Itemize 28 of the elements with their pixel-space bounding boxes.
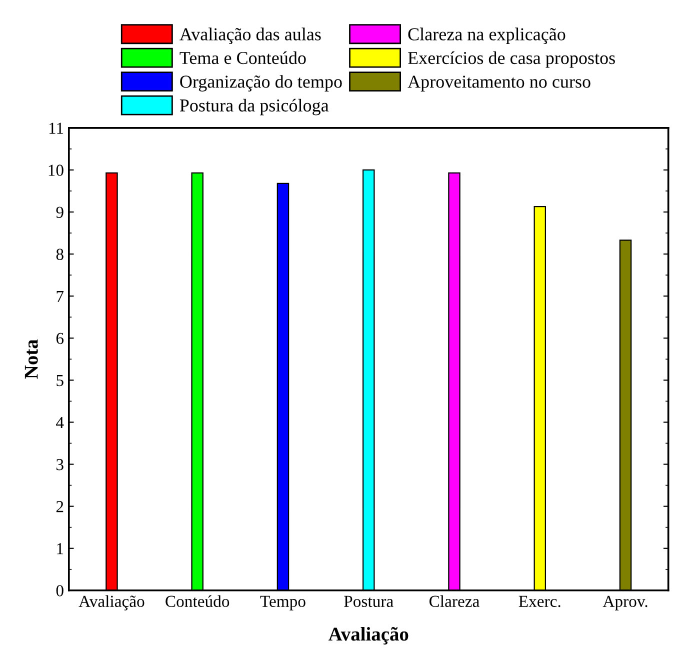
y-tick-label: 3 xyxy=(56,459,64,470)
legend-label: Clareza na explicação xyxy=(408,28,566,44)
x-tick-label: Avaliação xyxy=(78,595,144,610)
legend-label: Avaliação das aulas xyxy=(180,28,321,44)
x-tick-label: Postura xyxy=(344,596,394,607)
legend-label: Tema e Conteúdo xyxy=(180,51,306,64)
y-tick-label: 2 xyxy=(56,501,64,512)
x-tick-label: Exerc. xyxy=(518,596,560,608)
y-axis-title: Nota xyxy=(24,339,38,379)
y-tick-label: 0 xyxy=(56,585,64,596)
x-tick-label: Aprov. xyxy=(602,596,648,610)
y-tick-label: 4 xyxy=(56,417,64,428)
y-tick-label: 8 xyxy=(56,248,64,260)
x-axis-title: Avaliação xyxy=(328,627,408,645)
y-tick-label: 7 xyxy=(56,290,64,302)
y-tick-label: 6 xyxy=(56,332,64,344)
y-tick-label: 1 xyxy=(57,543,64,554)
x-tick-label: Conteúdo xyxy=(166,595,230,607)
legend-label: Exercícios de casa propostos xyxy=(408,51,615,68)
y-tick-label: 9 xyxy=(56,206,64,218)
y-tick-label: 5 xyxy=(56,375,64,386)
y-tick-label: 10 xyxy=(48,164,64,176)
legend-label: Postura da psicóloga xyxy=(180,98,329,116)
x-tick-label: Clareza xyxy=(429,595,480,607)
legend-label: Organização do tempo xyxy=(180,75,342,92)
y-tick-label: 11 xyxy=(49,122,64,134)
legend-label: Aproveitamento no curso xyxy=(408,76,590,92)
x-tick-label: Tempo xyxy=(260,596,306,610)
